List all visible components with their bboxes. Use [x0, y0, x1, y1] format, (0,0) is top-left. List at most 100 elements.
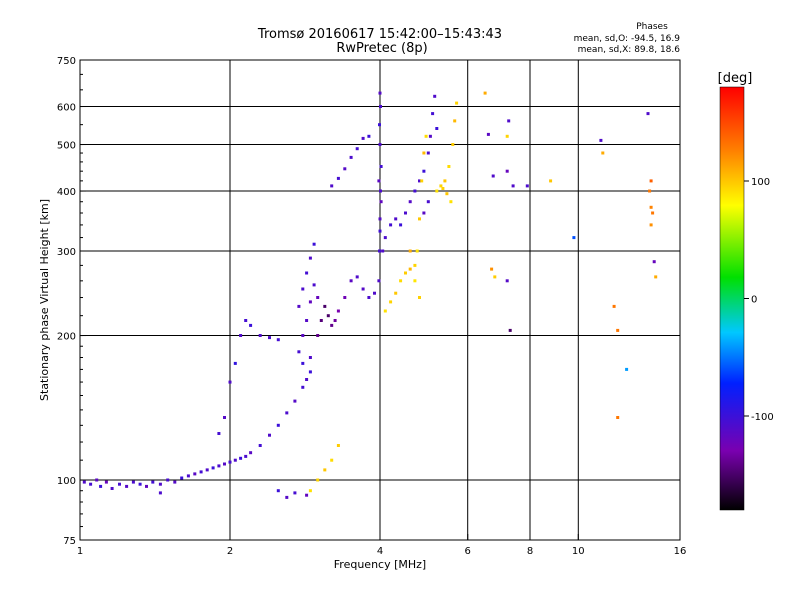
x-tick-label: 2 — [227, 546, 233, 557]
data-point — [422, 151, 426, 155]
data-point — [505, 134, 509, 138]
data-point — [316, 478, 320, 482]
data-point — [361, 136, 365, 140]
data-point — [138, 482, 142, 486]
data-point — [424, 134, 428, 138]
data-point — [199, 470, 203, 474]
data-point — [355, 147, 359, 151]
data-point — [301, 287, 305, 291]
data-point — [453, 119, 457, 123]
data-point — [330, 323, 334, 327]
data-point — [377, 179, 381, 183]
data-point — [572, 236, 576, 240]
data-point — [378, 229, 382, 233]
data-point — [151, 480, 155, 484]
data-point — [625, 367, 629, 371]
data-point — [383, 236, 387, 240]
data-point — [616, 328, 620, 332]
y-tick-label: 100 — [57, 476, 76, 487]
data-point — [104, 480, 108, 484]
data-point — [323, 468, 327, 472]
data-point — [394, 217, 398, 221]
data-point — [233, 458, 237, 462]
data-point — [186, 474, 190, 478]
data-point — [326, 314, 330, 318]
data-point — [426, 151, 430, 155]
data-point — [312, 242, 316, 246]
data-point — [505, 279, 509, 283]
stats-x-line: mean, sd,X: 89.8, 18.6 — [578, 45, 681, 55]
data-point — [193, 472, 197, 476]
data-point — [408, 267, 412, 271]
data-point — [507, 119, 511, 123]
data-point — [449, 200, 453, 204]
data-point — [413, 263, 417, 267]
data-point — [268, 336, 271, 340]
data-point — [312, 283, 316, 287]
data-point — [228, 460, 232, 464]
data-point — [316, 296, 320, 299]
data-point — [343, 167, 347, 171]
data-point — [258, 334, 262, 337]
data-point — [110, 487, 114, 490]
data-point — [217, 432, 221, 435]
data-point — [173, 480, 177, 484]
data-point — [418, 179, 421, 183]
data-point — [367, 134, 371, 138]
data-point — [404, 271, 407, 275]
y-tick-label: 75 — [63, 536, 76, 547]
data-point — [355, 275, 359, 279]
data-point — [422, 211, 426, 215]
data-point — [336, 176, 340, 180]
data-point — [435, 127, 439, 130]
data-point — [508, 328, 512, 332]
data-point — [319, 319, 323, 322]
data-point — [377, 279, 381, 283]
data-point — [379, 105, 382, 108]
data-point — [445, 192, 449, 196]
data-point — [276, 489, 280, 493]
stats-heading: Phases — [636, 22, 668, 32]
data-point — [381, 249, 385, 253]
data-point — [293, 399, 297, 403]
data-point — [651, 211, 655, 215]
data-point — [443, 179, 447, 183]
x-tick-label: 6 — [465, 546, 471, 557]
data-point — [435, 189, 439, 193]
data-point — [525, 184, 529, 188]
data-point — [301, 385, 305, 389]
data-point — [268, 433, 271, 437]
data-point — [228, 380, 232, 384]
data-point — [145, 484, 148, 488]
data-point — [379, 189, 382, 193]
data-point — [649, 179, 653, 183]
data-point — [276, 423, 280, 427]
data-point — [308, 256, 312, 260]
data-point — [511, 184, 515, 188]
data-point — [394, 291, 398, 295]
chart-subtitle: RwPretec (8p) — [336, 41, 427, 56]
data-point — [89, 482, 93, 486]
data-point — [601, 151, 605, 155]
data-point — [333, 319, 337, 322]
data-point — [367, 296, 371, 299]
data-point — [378, 217, 382, 221]
data-point — [244, 454, 248, 458]
axis-ticks: 1 2 4 6 8 10 16 75 100 200 300 400 500 600 750 — [57, 56, 686, 557]
data-point — [349, 279, 353, 283]
data-point — [413, 279, 417, 283]
y-tick-label: 300 — [57, 247, 76, 258]
data-point — [308, 370, 312, 374]
data-point — [408, 249, 412, 253]
data-point — [389, 223, 393, 227]
data-point — [379, 165, 383, 168]
y-tick-label: 750 — [57, 56, 76, 67]
data-point — [648, 189, 652, 193]
data-point — [99, 484, 103, 488]
data-point — [418, 296, 421, 299]
data-point — [389, 300, 393, 304]
y-tick-label: 600 — [57, 103, 76, 114]
x-tick-label: 16 — [674, 546, 687, 557]
colorbar-tick-label: 0 — [751, 295, 757, 306]
